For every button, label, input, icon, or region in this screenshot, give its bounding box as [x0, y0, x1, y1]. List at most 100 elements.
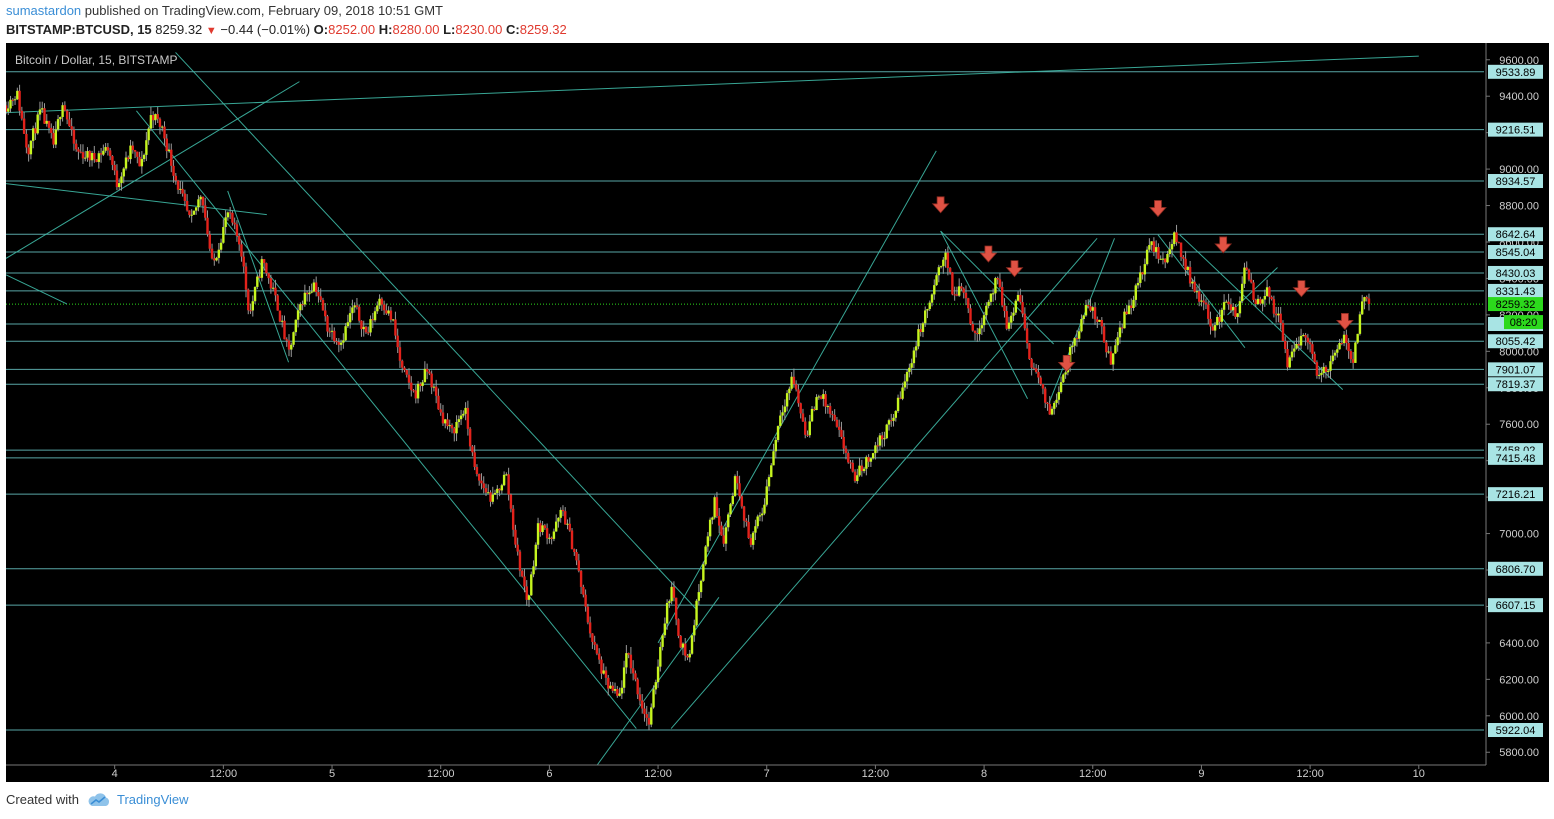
price-tick-label: 9600.00	[1499, 55, 1539, 67]
candle-up	[756, 516, 759, 527]
candle-down	[738, 483, 741, 497]
candle-up	[1195, 291, 1199, 293]
candle-up	[1333, 352, 1337, 356]
publisher-username[interactable]: sumastardon	[6, 3, 82, 18]
candle-up	[609, 685, 612, 689]
candle-down	[545, 528, 549, 539]
candle-up	[810, 408, 814, 422]
candle-down	[1102, 326, 1106, 343]
candle-up	[1354, 342, 1357, 363]
candle-up	[351, 307, 354, 314]
time-axis: 4 12:00 5 12:00 6 12:00 7 12:00 8 12:00 9 12:00 10	[6, 764, 1549, 782]
candle-down	[1100, 319, 1104, 327]
candle-up	[826, 406, 830, 408]
tradingview-cloud-icon	[88, 792, 110, 806]
candle-up	[665, 602, 669, 624]
candle-down	[242, 256, 245, 267]
candle-down	[1367, 298, 1371, 305]
candle-down	[584, 594, 587, 607]
candle-down	[355, 305, 359, 307]
candle-down	[1179, 242, 1183, 257]
level-price-label: 9533.89	[1496, 67, 1536, 79]
candle-down	[99, 153, 103, 155]
candle-down	[181, 188, 184, 194]
candle-down	[403, 367, 406, 371]
candle-down	[364, 326, 368, 333]
candle-up	[661, 635, 664, 647]
candle-up	[1107, 351, 1110, 353]
candle-down	[946, 252, 950, 268]
candle-down	[380, 298, 384, 305]
candle-down	[1037, 371, 1040, 378]
price-chart[interactable]: 9600.009400.009200.009000.008800.008600.…	[6, 43, 1549, 782]
candle-up	[530, 574, 533, 596]
candle-down	[593, 641, 596, 645]
candle-down	[677, 619, 680, 636]
candle-up	[145, 140, 148, 155]
candle-down	[240, 244, 243, 257]
time-tick-label: 12:00	[1079, 768, 1107, 780]
candle-up	[271, 287, 275, 289]
candle-up	[376, 305, 379, 312]
candle-down	[1005, 311, 1008, 329]
candle-down	[1025, 328, 1029, 344]
published-info: published on TradingView.com, February 0…	[84, 3, 443, 18]
candle-up	[256, 276, 259, 287]
low-label: L:	[443, 22, 456, 37]
level-lines	[6, 71, 1484, 731]
level-price-label: 8934.57	[1496, 176, 1536, 188]
candle-down	[525, 586, 528, 600]
candle-up	[761, 513, 764, 516]
candle-down	[314, 282, 318, 293]
candle-down	[1120, 327, 1124, 329]
tradingview-link[interactable]: TradingView	[116, 792, 189, 807]
candle-up	[774, 439, 777, 452]
candle-down	[396, 335, 399, 348]
publisher-line: sumastardon published on TradingView.com…	[6, 2, 443, 20]
candle-down	[407, 374, 411, 383]
candle-up	[856, 475, 859, 482]
candle-down	[276, 295, 279, 311]
candle-up	[765, 486, 768, 505]
candle-down	[1272, 299, 1276, 314]
candle-up	[54, 129, 58, 145]
candle-up	[534, 544, 537, 567]
candle-up	[1263, 296, 1267, 300]
candle-up	[896, 397, 900, 412]
candle-up	[1114, 345, 1117, 354]
trend-line	[175, 52, 698, 611]
candle-up	[194, 207, 198, 211]
candle-down	[828, 406, 832, 414]
candle-up	[942, 259, 945, 267]
candle-down	[430, 373, 433, 388]
candle-up	[910, 363, 913, 368]
candle-up	[167, 149, 171, 152]
candle-up	[620, 687, 624, 694]
candle-up	[59, 117, 62, 120]
candle-up	[423, 368, 427, 383]
candle-down	[333, 330, 336, 342]
candle-up	[815, 397, 818, 411]
time-tick-label: 5	[329, 768, 335, 780]
candle-down	[170, 149, 173, 166]
candle-up	[1356, 333, 1359, 343]
candle-down	[47, 120, 51, 128]
candle-down	[1268, 287, 1271, 297]
level-price-label-box	[1488, 362, 1543, 377]
level-price-label: 8430.03	[1496, 268, 1536, 280]
candle-down	[1234, 306, 1237, 317]
candle-down	[890, 420, 893, 422]
level-price-label-box	[1488, 265, 1543, 280]
candle-down	[1218, 316, 1221, 322]
level-price-label: 8055.42	[1496, 336, 1536, 348]
candle-down	[267, 273, 270, 279]
time-axis-background	[6, 765, 1549, 782]
candle-down	[1021, 302, 1024, 314]
candle-down	[634, 673, 637, 680]
candle-down	[6, 105, 8, 112]
candle-down	[328, 331, 331, 333]
candle-down	[819, 396, 823, 399]
candle-down	[489, 492, 492, 502]
candle-up	[781, 412, 784, 416]
level-price-label-box	[1488, 561, 1543, 576]
